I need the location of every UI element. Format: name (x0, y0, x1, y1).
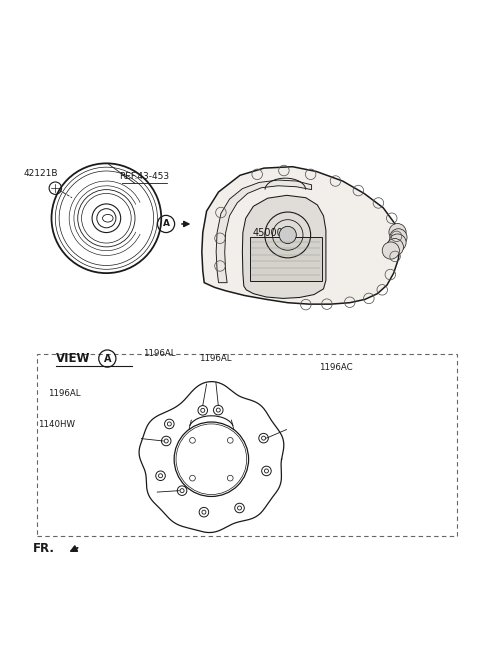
Bar (37, 354, 457, 535)
Text: A: A (104, 354, 111, 363)
Text: A: A (163, 220, 169, 228)
FancyBboxPatch shape (250, 237, 322, 281)
Circle shape (279, 226, 296, 243)
Polygon shape (242, 195, 326, 298)
Circle shape (382, 242, 399, 259)
Circle shape (390, 229, 407, 246)
Text: 1196AC: 1196AC (319, 363, 352, 372)
Text: 42121B: 42121B (23, 169, 58, 178)
Text: REF.43-453: REF.43-453 (120, 173, 169, 182)
Circle shape (389, 224, 406, 241)
Circle shape (389, 234, 406, 251)
Polygon shape (202, 167, 400, 304)
Polygon shape (216, 180, 312, 283)
Text: 1196AL: 1196AL (48, 390, 80, 398)
Text: 45000A: 45000A (252, 228, 290, 238)
Circle shape (386, 239, 404, 256)
Text: 1196AL: 1196AL (199, 354, 232, 363)
Text: 1140HW: 1140HW (38, 420, 75, 429)
Text: FR.: FR. (33, 542, 54, 555)
Text: VIEW: VIEW (56, 352, 91, 365)
Text: 1196AL: 1196AL (143, 349, 175, 358)
